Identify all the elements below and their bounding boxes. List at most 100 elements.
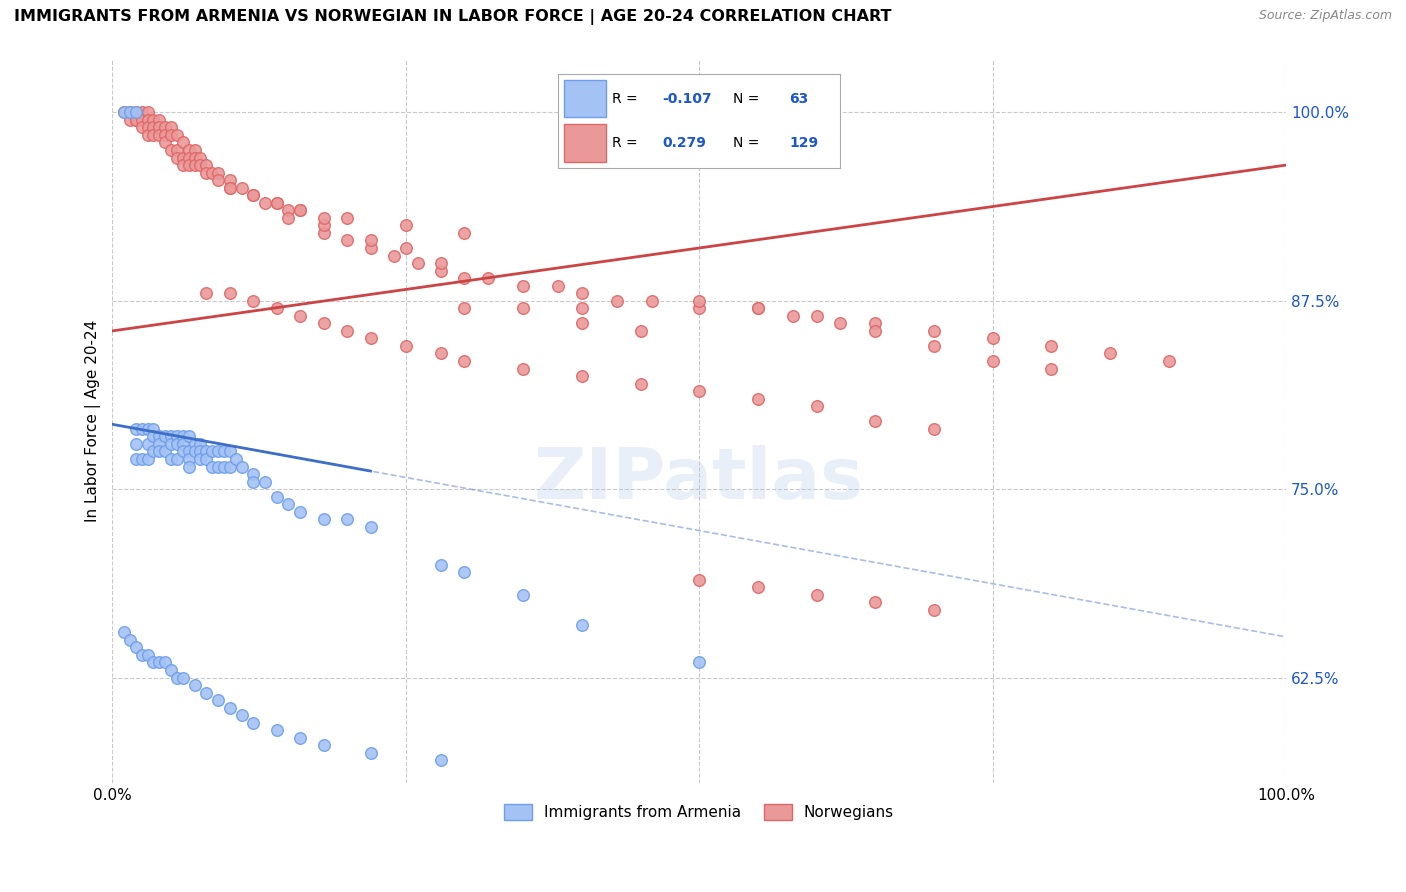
Point <box>266 723 288 738</box>
Point <box>118 105 141 120</box>
Point <box>747 301 769 316</box>
Point <box>142 120 165 135</box>
Point <box>1098 346 1121 360</box>
Point <box>172 671 194 685</box>
Point <box>131 648 153 662</box>
Point <box>207 173 229 187</box>
Point <box>125 112 148 127</box>
Point <box>207 459 229 474</box>
Point <box>453 226 475 240</box>
Point <box>641 293 664 308</box>
Point <box>360 746 382 760</box>
Point <box>288 309 311 323</box>
Point <box>190 151 212 165</box>
Point <box>688 573 710 587</box>
Point <box>118 632 141 647</box>
Point <box>172 158 194 172</box>
Point <box>155 120 177 135</box>
Point <box>242 293 264 308</box>
Point <box>242 715 264 730</box>
Point <box>201 459 224 474</box>
Point <box>201 444 224 458</box>
Point <box>1040 361 1063 376</box>
Point <box>142 128 165 142</box>
Point <box>160 429 183 443</box>
Point <box>172 136 194 150</box>
Point <box>136 422 159 436</box>
Point <box>160 128 183 142</box>
Point <box>148 429 170 443</box>
Point <box>312 317 335 331</box>
Point <box>231 180 253 194</box>
Point <box>218 459 240 474</box>
Point <box>207 166 229 180</box>
Point <box>288 731 311 745</box>
Point <box>177 452 200 467</box>
Point <box>430 558 453 572</box>
Point <box>172 151 194 165</box>
Point <box>142 444 165 458</box>
Point <box>177 459 200 474</box>
Point <box>177 143 200 157</box>
Point <box>148 120 170 135</box>
Point <box>148 437 170 451</box>
Point <box>118 112 141 127</box>
Point <box>142 112 165 127</box>
Point <box>547 278 569 293</box>
Point <box>125 112 148 127</box>
Point <box>395 219 418 233</box>
Point <box>131 422 153 436</box>
Point <box>136 648 159 662</box>
Point <box>863 324 886 338</box>
Point <box>155 128 177 142</box>
Point <box>863 595 886 609</box>
Point <box>125 437 148 451</box>
Point <box>195 444 218 458</box>
Point <box>806 588 828 602</box>
Point <box>1040 339 1063 353</box>
Point <box>571 617 593 632</box>
Point <box>183 437 205 451</box>
Point <box>131 120 153 135</box>
Point <box>430 256 453 270</box>
Point <box>207 693 229 707</box>
Point <box>112 105 135 120</box>
Point <box>747 580 769 594</box>
Point <box>806 309 828 323</box>
Point <box>231 459 253 474</box>
Point <box>512 361 534 376</box>
Point <box>160 143 183 157</box>
Point <box>277 497 299 511</box>
Point <box>155 136 177 150</box>
Point <box>453 271 475 285</box>
Point <box>125 105 148 120</box>
Point <box>136 105 159 120</box>
Point <box>112 105 135 120</box>
Point <box>571 369 593 384</box>
Point <box>136 437 159 451</box>
Point <box>312 226 335 240</box>
Point <box>160 120 183 135</box>
Point <box>125 640 148 655</box>
Point <box>183 151 205 165</box>
Point <box>242 475 264 489</box>
Point <box>148 112 170 127</box>
Point <box>190 444 212 458</box>
Point <box>277 211 299 225</box>
Point <box>183 143 205 157</box>
Point <box>336 324 359 338</box>
Point <box>136 120 159 135</box>
Point <box>177 444 200 458</box>
Point <box>218 173 240 187</box>
Text: Source: ZipAtlas.com: Source: ZipAtlas.com <box>1258 9 1392 22</box>
Point <box>207 444 229 458</box>
Point <box>118 105 141 120</box>
Point <box>166 671 188 685</box>
Point <box>148 444 170 458</box>
Point <box>288 203 311 218</box>
Point <box>747 301 769 316</box>
Point <box>190 158 212 172</box>
Point <box>160 452 183 467</box>
Text: ZIPatlas: ZIPatlas <box>534 445 865 514</box>
Point <box>782 309 804 323</box>
